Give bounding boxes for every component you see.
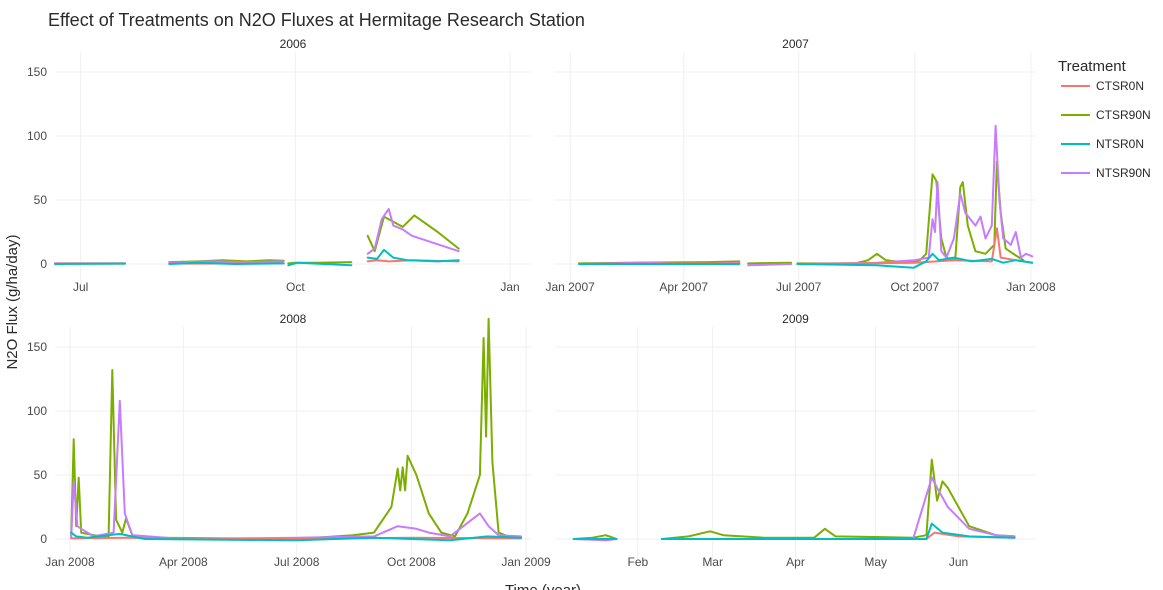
- x-tick-label: Jul 2008: [274, 555, 320, 569]
- series-line-ctsr90n: [747, 261, 793, 265]
- x-tick-label: Jan 2008: [1006, 280, 1056, 294]
- x-tick-label: Jan 2007: [545, 280, 595, 294]
- panel-2009: 2009 Feb Mar Apr May Jun: [555, 312, 1036, 569]
- x-tick-label: Mar: [702, 555, 723, 569]
- series-line-ntsr0n: [660, 522, 1016, 540]
- series-line-ntsr90n: [168, 260, 285, 264]
- y-tick-label: 0: [40, 532, 47, 546]
- x-tick-label: Oct 2007: [890, 280, 939, 294]
- panel-2008: 2008 0 50 100 150 Jan 2008 Apr 2008 Jul 2008 Oct…: [27, 312, 551, 569]
- panel-strip-label: 2009: [782, 312, 809, 326]
- y-tick-label: 100: [27, 129, 47, 143]
- x-tick-label: Oct 2008: [387, 555, 436, 569]
- x-tick-label: Jan 2008: [45, 555, 95, 569]
- series-line-ctsr90n: [660, 458, 1016, 540]
- y-tick-label: 100: [27, 404, 47, 418]
- panel-strip-label: 2007: [782, 37, 809, 51]
- series-line-ntsr90n: [70, 399, 522, 540]
- x-tick-label: May: [864, 555, 887, 569]
- x-tick-label: Apr 2007: [659, 280, 708, 294]
- x-axis-label: Time (year): [505, 582, 581, 590]
- panel-strip-label: 2006: [280, 37, 307, 51]
- legend-item-ctsr90n: CTSR90N: [1061, 108, 1151, 122]
- series-line-ntsr90n: [747, 263, 793, 267]
- series-line-ntsr0n: [70, 531, 522, 542]
- legend-label: CTSR0N: [1096, 79, 1144, 93]
- facet-panels: 2006 0 50 100 150 Jul Oct Jan 2007 Jan 2007 Apr 20…: [27, 37, 1056, 569]
- series-line-ntsr90n: [796, 124, 1034, 265]
- panel-2007: 2007 Jan 2007 Apr 2007 Jul 2007 Oct 2007 Jan …: [545, 37, 1056, 294]
- y-tick-label: 50: [34, 193, 48, 207]
- x-tick-label: Jul: [73, 280, 88, 294]
- legend-label: NTSR0N: [1096, 137, 1144, 151]
- series-line-ntsr0n: [168, 261, 285, 265]
- y-axis-label: N2O Flux (g/ha/day): [4, 234, 21, 369]
- y-tick-label: 50: [34, 468, 48, 482]
- y-tick-label: 150: [27, 65, 47, 79]
- legend: Treatment CTSR0N CTSR90N NTSR0N NTSR90N: [1058, 58, 1151, 180]
- x-tick-label: Feb: [627, 555, 648, 569]
- series-line-ntsr0n: [796, 252, 1034, 269]
- panel-strip-label: 2008: [280, 312, 307, 326]
- x-tick-label: Oct: [286, 280, 305, 294]
- series-line-ntsr0n: [287, 261, 353, 267]
- panel-2006: 2006 0 50 100 150 Jul Oct Jan: [27, 37, 531, 294]
- legend-item-ntsr90n: NTSR90N: [1061, 166, 1151, 180]
- x-tick-label: Jul 2007: [776, 280, 822, 294]
- x-tick-label: Jan: [500, 280, 519, 294]
- x-tick-label: Apr 2008: [159, 555, 208, 569]
- legend-item-ctsr0n: CTSR0N: [1061, 79, 1144, 93]
- series-line-ntsr90n: [366, 208, 460, 255]
- series-line-ctsr90n: [796, 160, 1025, 265]
- legend-item-ntsr0n: NTSR0N: [1061, 137, 1144, 151]
- x-tick-label: Apr: [786, 555, 805, 569]
- chart-title: Effect of Treatments on N2O Fluxes at He…: [48, 10, 585, 30]
- series-line-ntsr90n: [660, 476, 1016, 540]
- series-line-ntsr0n: [366, 248, 460, 263]
- legend-label: NTSR90N: [1096, 166, 1151, 180]
- x-tick-label: Jan 2009: [501, 555, 551, 569]
- x-tick-label: Jun: [949, 555, 968, 569]
- legend-label: CTSR90N: [1096, 108, 1151, 122]
- series-line-ctsr90n: [70, 317, 522, 540]
- y-tick-label: 0: [40, 257, 47, 271]
- legend-title: Treatment: [1058, 58, 1127, 75]
- y-tick-label: 150: [27, 340, 47, 354]
